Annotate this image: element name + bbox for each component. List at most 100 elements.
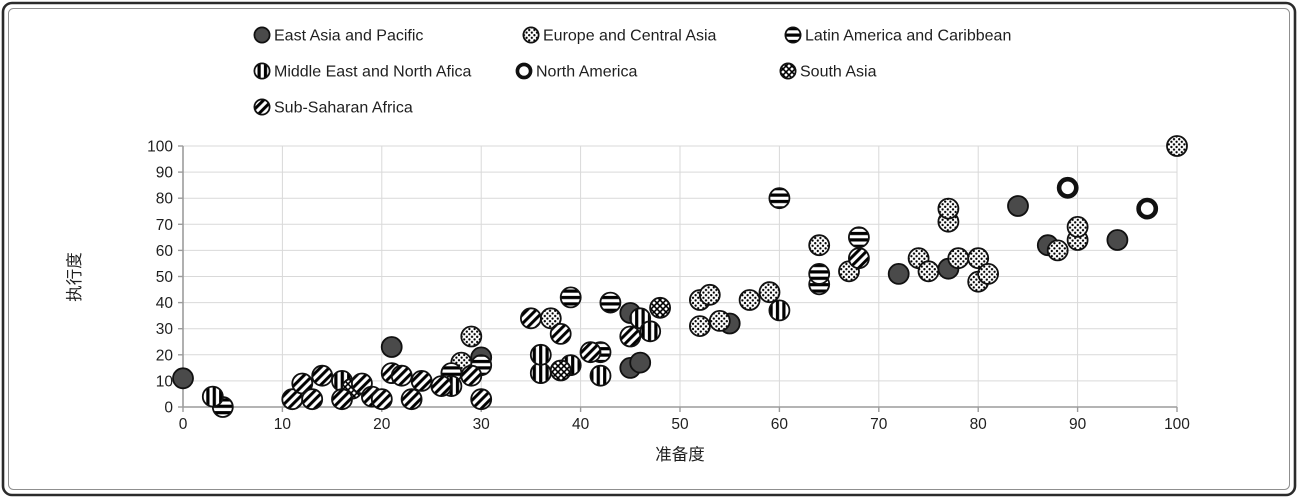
point-latin-america-and-caribbean bbox=[848, 226, 870, 249]
legend-marker-east-asia-and-pacific bbox=[253, 26, 271, 44]
point-europe-and-central-asia bbox=[977, 262, 999, 285]
legend-label: Sub-Saharan Africa bbox=[274, 100, 413, 117]
y-tick-label: 30 bbox=[156, 321, 174, 338]
point-south-asia bbox=[549, 359, 572, 382]
series-europe-and-central-asia bbox=[450, 135, 1188, 374]
point-europe-and-central-asia bbox=[808, 234, 831, 257]
x-tick-label: 60 bbox=[771, 416, 789, 433]
x-tick-label: 20 bbox=[373, 416, 391, 433]
point-east-asia-and-pacific bbox=[887, 262, 910, 285]
legend-marker-latin-america-and-caribbean bbox=[784, 26, 802, 44]
point-europe-and-central-asia bbox=[758, 281, 781, 304]
inner-border bbox=[8, 8, 1290, 490]
point-sub-saharan-africa bbox=[410, 369, 433, 392]
point-europe-and-central-asia bbox=[708, 309, 731, 332]
x-tick-label: 50 bbox=[671, 416, 689, 433]
series-sub-saharan-africa bbox=[281, 247, 870, 411]
point-europe-and-central-asia bbox=[937, 197, 960, 220]
point-middle-east-and-north-afica bbox=[201, 385, 224, 408]
point-sub-saharan-africa bbox=[619, 325, 642, 348]
point-sub-saharan-africa bbox=[370, 388, 393, 411]
point-sub-saharan-africa bbox=[331, 388, 353, 411]
y-tick-label: 100 bbox=[147, 139, 173, 156]
point-europe-and-central-asia bbox=[947, 247, 970, 270]
legend-marker-north-america bbox=[515, 62, 533, 80]
point-sub-saharan-africa bbox=[291, 372, 314, 395]
point-europe-and-central-asia bbox=[917, 260, 940, 283]
point-latin-america-and-caribbean bbox=[599, 291, 622, 314]
x-axis-title: 准备度 bbox=[655, 445, 705, 464]
legend-item-latin-america-and-caribbean: Latin America and Caribbean bbox=[784, 26, 1011, 45]
legend-item-middle-east-and-north-afica: Middle East and North Afica bbox=[253, 62, 472, 81]
x-tick-label: 90 bbox=[1069, 416, 1087, 433]
point-north-america bbox=[1136, 197, 1159, 220]
point-east-asia-and-pacific bbox=[380, 336, 403, 358]
legend-label: Latin America and Caribbean bbox=[805, 28, 1011, 45]
y-axis-title: 执行度 bbox=[65, 252, 84, 302]
legend-item-europe-and-central-asia: Europe and Central Asia bbox=[522, 26, 717, 45]
point-sub-saharan-africa bbox=[390, 364, 413, 387]
x-tick-label: 30 bbox=[473, 416, 491, 433]
x-tick-label: 100 bbox=[1164, 416, 1190, 433]
point-sub-saharan-africa bbox=[311, 364, 334, 387]
point-latin-america-and-caribbean bbox=[559, 286, 582, 309]
point-middle-east-and-north-afica bbox=[639, 320, 662, 343]
y-tick-label: 60 bbox=[156, 243, 174, 260]
point-europe-and-central-asia bbox=[460, 325, 483, 348]
series-north-america bbox=[1056, 176, 1159, 220]
x-tick-label: 0 bbox=[179, 416, 188, 433]
point-sub-saharan-africa bbox=[470, 388, 493, 411]
point-east-asia-and-pacific bbox=[172, 367, 194, 390]
point-sub-saharan-africa bbox=[549, 322, 572, 345]
point-sub-saharan-africa bbox=[430, 375, 453, 398]
point-europe-and-central-asia bbox=[1046, 239, 1069, 262]
point-europe-and-central-asia bbox=[967, 247, 990, 270]
y-tick-label: 90 bbox=[156, 165, 174, 182]
point-sub-saharan-africa bbox=[848, 247, 870, 270]
point-europe-and-central-asia bbox=[1166, 135, 1188, 157]
y-tick-label: 10 bbox=[156, 373, 174, 390]
point-latin-america-and-caribbean bbox=[768, 187, 791, 210]
point-europe-and-central-asia bbox=[738, 289, 761, 311]
y-tick-label: 0 bbox=[164, 400, 173, 417]
y-tick-label: 80 bbox=[156, 191, 174, 208]
legend-marker-middle-east-and-north-afica bbox=[253, 62, 271, 80]
x-tick-label: 70 bbox=[870, 416, 888, 433]
point-latin-america-and-caribbean bbox=[808, 262, 831, 285]
legend-label: South Asia bbox=[800, 64, 877, 81]
x-tick-label: 10 bbox=[274, 416, 292, 433]
point-sub-saharan-africa bbox=[460, 364, 483, 387]
legend-item-north-america: North America bbox=[515, 62, 637, 81]
point-east-asia-and-pacific bbox=[1007, 195, 1029, 217]
legend-label: North America bbox=[536, 64, 637, 81]
point-sub-saharan-africa bbox=[400, 388, 423, 411]
point-sub-saharan-africa bbox=[520, 307, 542, 330]
x-tick-label: 80 bbox=[970, 416, 988, 433]
point-east-asia-and-pacific bbox=[1106, 229, 1129, 251]
legend-item-sub-saharan-africa: Sub-Saharan Africa bbox=[253, 98, 413, 117]
point-europe-and-central-asia bbox=[689, 315, 711, 338]
legend-item-south-asia: South Asia bbox=[779, 62, 877, 81]
legend-marker-europe-and-central-asia bbox=[522, 26, 540, 44]
y-tick-label: 70 bbox=[156, 217, 174, 234]
series-east-asia-and-pacific bbox=[172, 195, 1129, 390]
legend-label: Middle East and North Afica bbox=[274, 64, 472, 81]
point-east-asia-and-pacific bbox=[629, 351, 652, 374]
legend-item-east-asia-and-pacific: East Asia and Pacific bbox=[253, 26, 423, 45]
point-europe-and-central-asia bbox=[698, 283, 721, 306]
point-middle-east-and-north-afica bbox=[529, 343, 552, 366]
point-middle-east-and-north-afica bbox=[768, 299, 791, 322]
y-tick-label: 20 bbox=[156, 347, 174, 364]
point-south-asia bbox=[649, 296, 671, 319]
point-europe-and-central-asia bbox=[1066, 215, 1089, 238]
x-tick-label: 40 bbox=[572, 416, 590, 433]
point-middle-east-and-north-afica bbox=[529, 362, 552, 385]
legend-label: Europe and Central Asia bbox=[543, 28, 717, 45]
legend-label: East Asia and Pacific bbox=[274, 28, 423, 45]
point-sub-saharan-africa bbox=[301, 388, 324, 411]
point-north-america bbox=[1056, 176, 1079, 199]
